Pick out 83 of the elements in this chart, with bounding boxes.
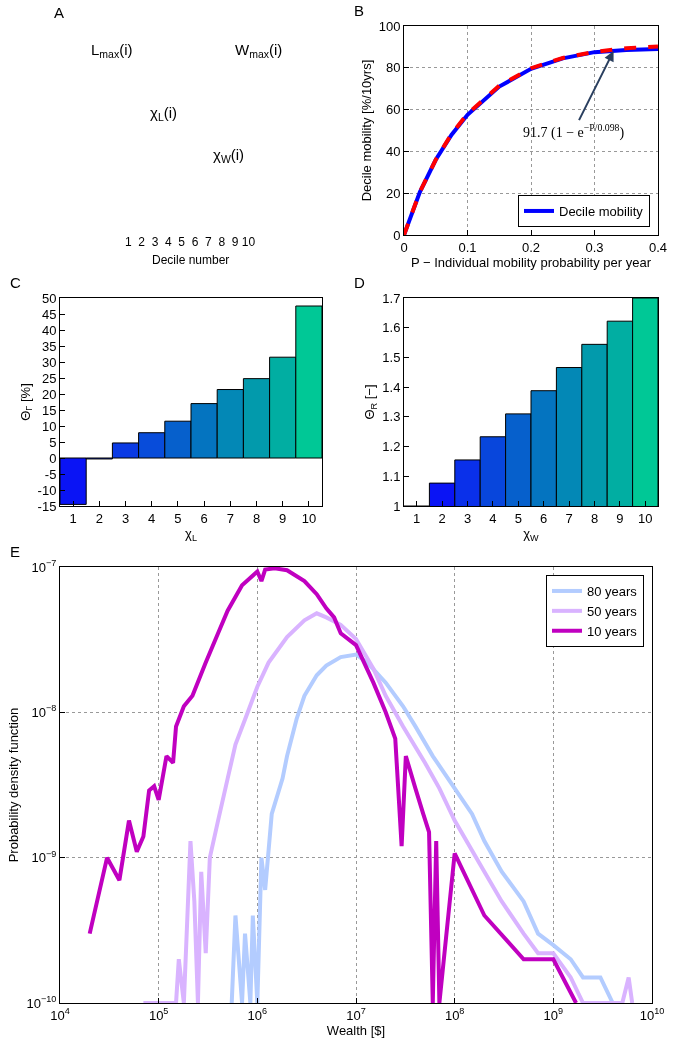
x-axis-title: Wealth [$] — [326, 1023, 386, 1039]
text: L$_{max}$(i) — [91, 41, 133, 61]
y-tick-label: 5 — [49, 434, 57, 450]
x-tick-label: 1 — [413, 510, 421, 526]
x-tick-label: 8 — [252, 510, 261, 526]
y-tick-label: 1.2 — [382, 439, 401, 455]
y-tick-label: 1 — [393, 498, 401, 514]
y-tick-label: 0 — [393, 227, 401, 243]
y-tick-label: 1.3 — [382, 409, 401, 425]
x-tick-label: 4 — [148, 510, 156, 526]
x-tick-label: 7 — [565, 510, 573, 526]
x-axis-title: χ$_{W}$ — [523, 526, 540, 543]
x-tick-label: 1 — [69, 510, 77, 526]
y-tick-label: -15 — [37, 498, 57, 514]
x-tick-label: 10$^{5}$ — [148, 1006, 169, 1023]
x-tick-label: 10 — [301, 510, 317, 526]
y-tick-label: 80 — [385, 60, 401, 76]
x-tick-label: 9 — [279, 510, 287, 526]
x-tick-label: 0.3 — [585, 239, 604, 255]
x-tick-label: 6 — [200, 510, 208, 526]
chart-title: C — [10, 274, 21, 291]
y-tick-label: 50 — [41, 290, 57, 306]
y-tick-label: 45 — [41, 306, 57, 322]
legend-label: 50 years — [587, 603, 638, 619]
y-tick-label: 1.6 — [382, 320, 401, 336]
y-tick-label: -10 — [37, 482, 57, 498]
x-tick-label: 10$^{8}$ — [444, 1006, 465, 1023]
y-tick-label: 1.5 — [382, 349, 401, 365]
y-tick-label: 35 — [41, 338, 57, 354]
legend-label: 80 years — [587, 584, 638, 600]
x-tick-label: 4 — [489, 510, 497, 526]
y-tick-label: 1.4 — [382, 379, 401, 395]
x-tick-label: 10 — [638, 510, 653, 526]
y-tick-label: 10$^{−8}$ — [31, 703, 57, 720]
y-tick-label: 10$^{−7}$ — [31, 558, 57, 575]
annotation: 91.7 (1 − e$^{−P/0.098}$) — [523, 122, 625, 141]
y-tick-label: 40 — [41, 322, 57, 338]
x-tick-label: 2 — [438, 510, 446, 526]
y-tick-label: 10$^{−9}$ — [31, 848, 57, 866]
chart-title: B — [354, 2, 365, 19]
x-tick-label: 6 — [540, 510, 548, 526]
legend-label: 10 years — [587, 623, 638, 639]
y-tick-label: 60 — [385, 102, 401, 118]
x-tick-label: 2 — [95, 510, 103, 526]
y-axis-title: Probability density function — [6, 707, 22, 863]
x-tick-label: 9 — [616, 510, 624, 526]
y-tick-label: 20 — [41, 386, 57, 402]
x-tick-label: 7 — [226, 510, 234, 526]
text: A — [54, 4, 65, 21]
x-axis-title: P − Individual mobility probability per year — [410, 255, 652, 271]
y-tick-label: 20 — [385, 185, 401, 201]
x-tick-label: 10$^{10}$ — [639, 1006, 665, 1023]
y-tick-label: -5 — [44, 466, 57, 482]
x-tick-label: 3 — [463, 510, 472, 526]
x-tick-label: 10$^{7}$ — [346, 1006, 366, 1023]
x-tick-label: 5 — [174, 510, 182, 526]
text: 1 2 3 4 5 6 7 8 9 10 — [125, 235, 256, 249]
text: W$_{max}$(i) — [235, 41, 283, 61]
x-tick-label: 3 — [121, 510, 130, 526]
x-tick-label: 10$^{9}$ — [543, 1006, 564, 1023]
chart-title: E — [10, 543, 21, 560]
y-tick-label: 1.1 — [382, 468, 401, 484]
y-tick-label: 15 — [41, 402, 57, 418]
y-axis-title: Decile mobility [%/10yrs] — [358, 59, 374, 202]
y-tick-label: 1.7 — [382, 290, 401, 306]
y-tick-label: 0 — [49, 450, 57, 466]
x-tick-label: 5 — [514, 510, 522, 526]
text: Decile number — [152, 253, 230, 267]
text: χ$_{W}$(i) — [213, 146, 245, 166]
x-axis-title: χ$_{L}$ — [185, 526, 197, 543]
x-tick-label: 0.1 — [458, 239, 477, 255]
y-tick-label: 30 — [41, 354, 57, 370]
chart-title: D — [354, 274, 365, 291]
y-tick-label: 100 — [378, 18, 401, 34]
text: χ$_{L}$(i) — [150, 104, 178, 124]
x-tick-label: 10$^{6}$ — [247, 1006, 268, 1023]
x-tick-label: 8 — [590, 510, 599, 526]
x-tick-label: 0.2 — [521, 239, 541, 255]
y-tick-label: 40 — [385, 143, 401, 159]
legend-label: Decile mobility — [559, 204, 644, 220]
y-tick-label: 10 — [41, 418, 57, 434]
y-tick-label: 25 — [41, 370, 57, 386]
x-tick-label: 0.4 — [648, 239, 668, 255]
